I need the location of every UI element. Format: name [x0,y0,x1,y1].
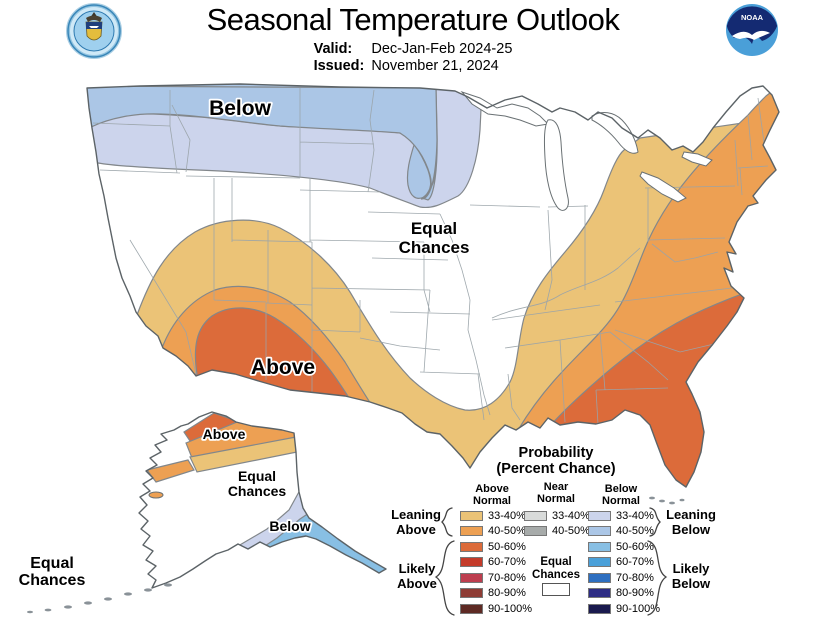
lake-erie [639,171,687,203]
aleutian-islands [27,583,172,614]
brace-likely-above [434,540,455,616]
region-below-40-50-core [87,85,438,200]
label-alaska-equal-1: Equal [238,468,276,484]
legend-row-above-90-100: 90-100% [460,603,532,615]
valid-value: Dec-Jan-Feb 2024-25 [371,41,513,57]
label-conus-above: Above [251,356,315,379]
legend-swatch [588,557,611,567]
legend-swatch [460,557,483,567]
legend-equal-chances: Equal Chances [532,556,580,581]
legend-equal-chances-swatch [542,583,570,596]
alaska-outline [138,411,387,589]
issued-label: Issued: [313,58,365,74]
label-hawaii-equal-2: Chances [19,572,86,589]
legend-row-below-60-70: 60-70% [588,556,654,568]
probability-legend: Probability (Percent Chance) Above Normal… [388,444,728,620]
legend-row-above-70-80: 70-80% [460,572,526,584]
legend-row-above-33-40: 33-40% [460,510,526,522]
label-alaska-above: Above [203,426,246,442]
ak-seward-above [145,459,195,483]
legend-header-near: Near Normal [537,481,575,505]
legend-swatch [588,603,611,614]
legend-likely-below: Likely Below [671,561,711,591]
legend-swatch [460,572,483,583]
legend-swatch [588,510,611,521]
legend-title-1: Probability [518,445,594,461]
legend-row-below-33-40: 33-40% [588,510,654,522]
validity-block: Valid: Dec-Jan-Feb 2024-25 Issued: Novem… [0,41,826,74]
noaa-logo-text: NOAA [741,13,764,22]
legend-header-below: Below Normal [602,483,640,507]
label-conus-equal-1: Equal [411,219,457,238]
legend-swatch [524,526,547,536]
lake-michigan [543,119,569,211]
legend-swatch [588,588,611,598]
legend-swatch [460,510,483,521]
noaa-logo-icon: NOAA [726,4,778,56]
legend-swatch [588,526,611,536]
great-lakes [460,90,713,211]
legend-row-near-33-40: 33-40% [524,510,590,522]
legend-title-2: (Percent Chance) [496,461,616,477]
brace-leaning-above [441,507,453,537]
legend-row-below-70-80: 70-80% [588,572,654,584]
legend-swatch [460,588,483,598]
florida-keys [649,496,685,505]
conus-outline [86,83,780,488]
legend-leaning-below: Leaning Below [666,507,716,537]
legend-likely-above: Likely Above [397,561,437,591]
label-alaska-equal-2: Chances [228,483,287,499]
legend-swatch [460,526,483,536]
label-hawaii-equal-1: Equal [30,555,74,572]
brace-likely-below [647,540,668,616]
label-alaska-below: Below [269,518,310,534]
legend-row-above-80-90: 80-90% [460,587,526,599]
brace-leaning-below [649,507,661,537]
label-conus-below: Below [209,97,272,120]
legend-swatch [588,541,611,552]
legend-swatch [588,572,611,583]
legend-header-above: Above Normal [473,483,511,507]
legend-row-below-90-100: 90-100% [588,603,660,615]
page-title: Seasonal Temperature Outlook [206,2,620,37]
legend-row-below-80-90: 80-90% [588,587,654,599]
commerce-seal-icon [66,3,122,59]
legend-swatch [460,541,483,552]
legend-row-above-60-70: 60-70% [460,556,526,568]
valid-label: Valid: [313,41,353,57]
lake-ontario [681,151,713,167]
legend-braces [434,507,668,616]
legend-swatch [524,510,547,521]
legend-row-below-40-50: 40-50% [588,525,654,537]
legend-leaning-above: Leaning Above [391,507,441,537]
label-conus-equal-2: Chances [399,238,470,257]
legend-row-above-50-60: 50-60% [460,541,526,553]
legend-swatch [460,603,483,614]
region-above-50-60 [87,271,779,487]
legend-row-above-40-50: 40-50% [460,525,526,537]
st-lawrence-island [148,491,164,499]
legend-row-below-50-60: 50-60% [588,541,654,553]
issued-value: November 21, 2024 [371,58,499,74]
lake-huron [591,112,639,154]
legend-row-near-40-50: 40-50% [524,525,590,537]
